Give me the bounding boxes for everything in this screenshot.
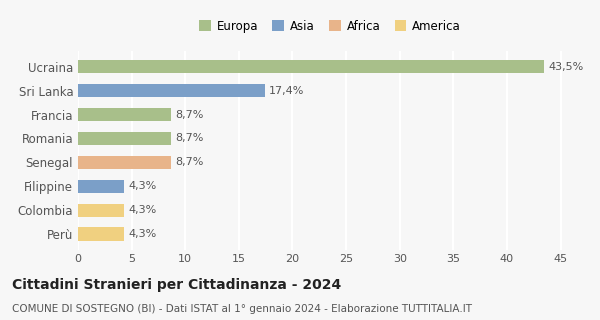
Bar	[78, 108, 171, 121]
Bar	[78, 228, 124, 241]
Bar	[78, 204, 124, 217]
Text: Cittadini Stranieri per Cittadinanza - 2024: Cittadini Stranieri per Cittadinanza - 2…	[12, 278, 341, 292]
Text: 8,7%: 8,7%	[176, 157, 204, 167]
Text: 4,3%: 4,3%	[128, 181, 157, 191]
Text: 4,3%: 4,3%	[128, 205, 157, 215]
Text: 8,7%: 8,7%	[176, 133, 204, 143]
Bar	[78, 180, 124, 193]
Text: 17,4%: 17,4%	[269, 86, 304, 96]
Bar	[78, 156, 171, 169]
Bar	[78, 84, 265, 97]
Text: COMUNE DI SOSTEGNO (BI) - Dati ISTAT al 1° gennaio 2024 - Elaborazione TUTTITALI: COMUNE DI SOSTEGNO (BI) - Dati ISTAT al …	[12, 304, 472, 314]
Legend: Europa, Asia, Africa, America: Europa, Asia, Africa, America	[194, 15, 466, 37]
Bar	[78, 60, 544, 73]
Text: 43,5%: 43,5%	[549, 62, 584, 72]
Bar	[78, 132, 171, 145]
Text: 4,3%: 4,3%	[128, 229, 157, 239]
Text: 8,7%: 8,7%	[176, 109, 204, 120]
